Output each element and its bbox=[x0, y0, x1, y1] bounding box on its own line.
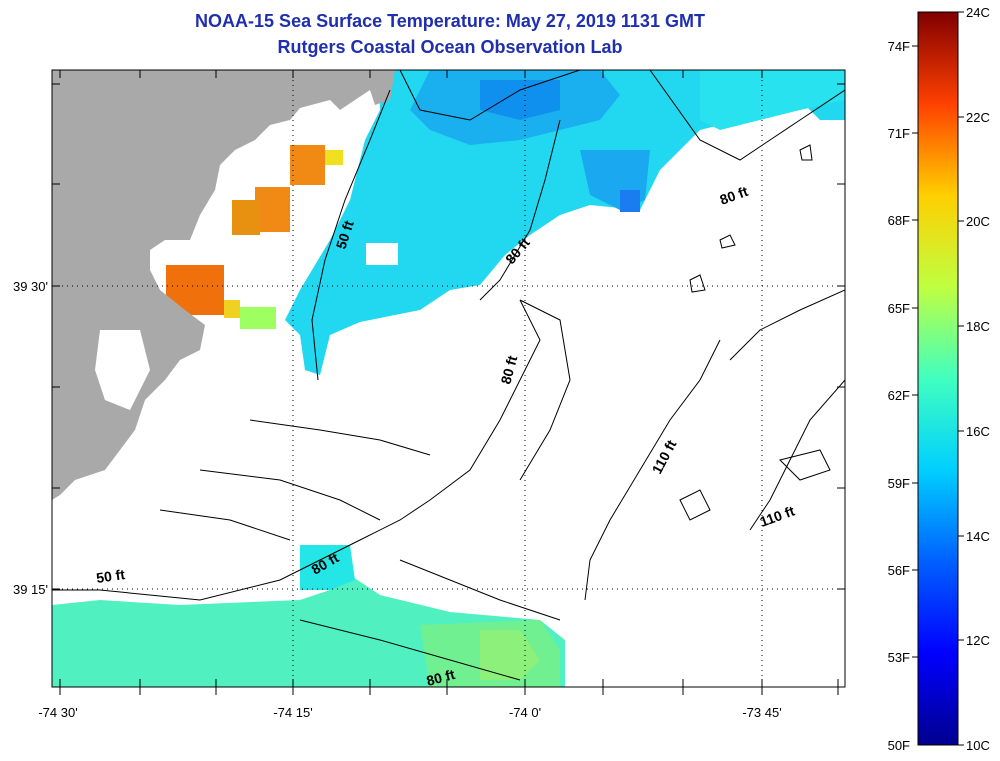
colorbar-gradient bbox=[917, 11, 959, 746]
colorbar-f-label: 62F bbox=[888, 388, 910, 403]
colorbar-c-label: 12C bbox=[966, 633, 990, 648]
colorbar-f-label: 56F bbox=[888, 563, 910, 578]
x-tick-label: -74 0' bbox=[509, 705, 541, 720]
y-tick-label: 39 30' bbox=[13, 279, 48, 294]
colorbar: 74F 71F 68F 65F 62F 59F 56F 53F 50F 24C … bbox=[888, 5, 990, 753]
map-subtitle: Rutgers Coastal Ocean Observation Lab bbox=[277, 37, 623, 57]
colorbar-c-label: 20C bbox=[966, 214, 990, 229]
map-title: NOAA-15 Sea Surface Temperature: May 27,… bbox=[195, 11, 705, 31]
colorbar-f-label: 53F bbox=[888, 650, 910, 665]
colorbar-c-label: 10C bbox=[966, 738, 990, 753]
colorbar-c-label: 22C bbox=[966, 110, 990, 125]
map-grid bbox=[52, 70, 845, 687]
y-tick-label: 39 15' bbox=[13, 582, 48, 597]
colorbar-f-label: 71F bbox=[888, 126, 910, 141]
colorbar-c-label: 18C bbox=[966, 319, 990, 334]
map-plot-area: 50 ft 80 ft 80 ft 110 ft 80 ft 110 ft 50… bbox=[52, 70, 845, 689]
colorbar-f-label: 74F bbox=[888, 39, 910, 54]
colorbar-f-label: 65F bbox=[888, 301, 910, 316]
contour-label-50ft-south: 50 ft bbox=[95, 566, 126, 586]
axis-ticks bbox=[52, 70, 845, 695]
depth-contours bbox=[52, 70, 845, 681]
contour-label-80ft-center: 80 ft bbox=[497, 354, 520, 386]
contour-label-80ft-bottom: 80 ft bbox=[425, 666, 457, 689]
x-tick-label: -73 45' bbox=[742, 705, 781, 720]
sst-northern-swath bbox=[285, 70, 845, 375]
colorbar-c-label: 14C bbox=[966, 529, 990, 544]
x-tick-label: -74 30' bbox=[38, 705, 77, 720]
colorbar-f-label: 68F bbox=[888, 213, 910, 228]
colorbar-c-label: 24C bbox=[966, 5, 990, 20]
map-frame bbox=[51, 69, 846, 688]
x-tick-label: -74 15' bbox=[273, 705, 312, 720]
sst-coastal-warm bbox=[166, 145, 343, 329]
colorbar-f-label: 59F bbox=[888, 476, 910, 491]
colorbar-f-label: 50F bbox=[888, 738, 910, 753]
bay-water bbox=[95, 330, 150, 410]
colorbar-c-label: 16C bbox=[966, 424, 990, 439]
